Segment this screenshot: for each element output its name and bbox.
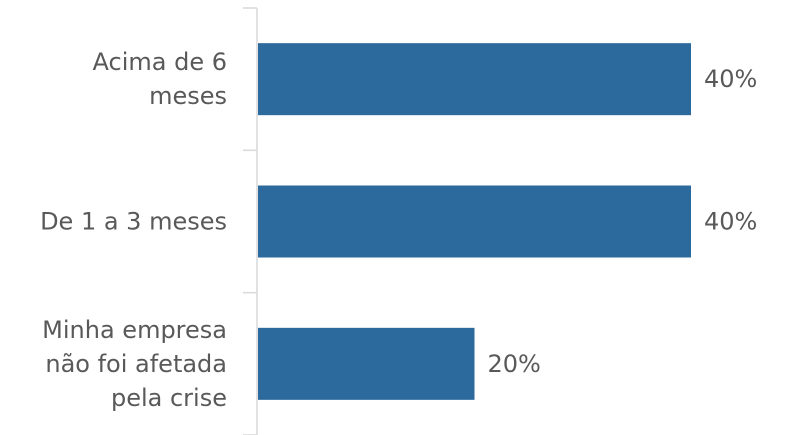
bars-layer bbox=[258, 43, 691, 400]
category-label: Acima de 6 meses bbox=[93, 48, 227, 110]
category-label: Minha empresa não foi afetada pela crise bbox=[42, 316, 227, 412]
bar bbox=[258, 43, 691, 116]
category-label-line: De 1 a 3 meses bbox=[40, 208, 227, 236]
category-label-line: pela crise bbox=[111, 384, 227, 412]
category-label-line: Acima de 6 bbox=[93, 48, 227, 76]
labels-layer: 40% Acima de 6 meses 40% De 1 a 3 meses 20% Mi… bbox=[40, 48, 757, 412]
data-label: 40% bbox=[704, 208, 757, 236]
data-label: 20% bbox=[488, 350, 541, 378]
category-label: De 1 a 3 meses bbox=[40, 208, 227, 236]
data-label: 40% bbox=[704, 65, 757, 93]
category-label-line: meses bbox=[149, 82, 227, 110]
bar bbox=[258, 185, 691, 258]
bar bbox=[258, 327, 475, 400]
axis-layer bbox=[243, 7, 258, 435]
category-label-line: Minha empresa bbox=[42, 316, 227, 344]
category-label-line: não foi afetada bbox=[45, 350, 227, 378]
